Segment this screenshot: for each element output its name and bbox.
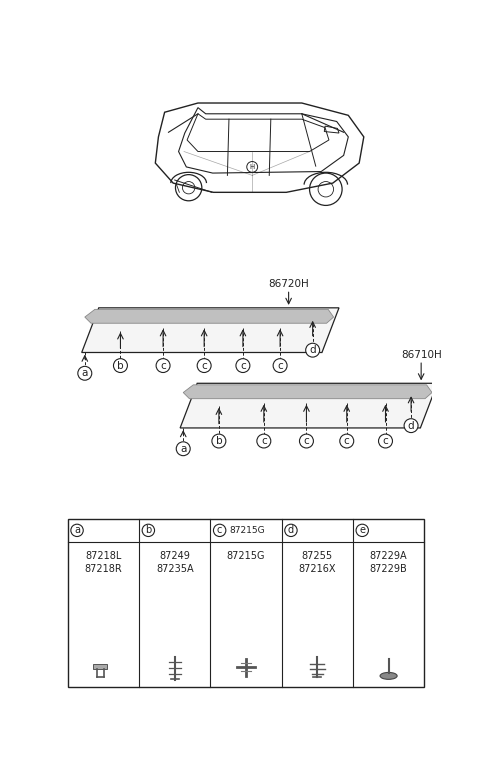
Circle shape [379, 434, 393, 448]
Circle shape [273, 359, 287, 373]
Circle shape [176, 442, 190, 456]
Polygon shape [93, 663, 107, 669]
Polygon shape [183, 385, 432, 398]
Circle shape [404, 418, 418, 432]
Text: 87215G: 87215G [227, 551, 265, 561]
Circle shape [236, 359, 250, 373]
Text: d: d [288, 525, 294, 536]
Ellipse shape [380, 673, 397, 680]
Circle shape [197, 359, 211, 373]
Text: c: c [277, 360, 283, 370]
Text: c: c [383, 436, 388, 446]
Circle shape [78, 367, 92, 381]
Text: a: a [180, 444, 186, 453]
Text: b: b [216, 436, 222, 446]
Text: c: c [201, 360, 207, 370]
Text: 86710H: 86710H [401, 350, 442, 360]
Circle shape [142, 524, 155, 536]
Text: 87215G: 87215G [229, 526, 264, 535]
Text: c: c [303, 436, 309, 446]
Polygon shape [82, 308, 339, 353]
Text: c: c [160, 360, 166, 370]
Text: 87218L
87218R: 87218L 87218R [84, 551, 122, 574]
Text: d: d [309, 345, 316, 355]
Text: a: a [82, 368, 88, 378]
Text: d: d [408, 421, 414, 431]
Text: c: c [217, 525, 222, 536]
FancyBboxPatch shape [68, 518, 424, 687]
Text: b: b [117, 360, 124, 370]
Text: b: b [145, 525, 152, 536]
Text: H: H [250, 164, 255, 170]
Text: 86720H: 86720H [268, 279, 309, 289]
Circle shape [156, 359, 170, 373]
Text: c: c [240, 360, 246, 370]
Text: c: c [261, 436, 267, 446]
Circle shape [214, 524, 226, 536]
Circle shape [300, 434, 313, 448]
Circle shape [113, 359, 127, 373]
Text: a: a [74, 525, 80, 536]
Text: c: c [344, 436, 349, 446]
Circle shape [340, 434, 354, 448]
Circle shape [212, 434, 226, 448]
Text: 87229A
87229B: 87229A 87229B [370, 551, 408, 574]
Circle shape [257, 434, 271, 448]
Text: 87249
87235A: 87249 87235A [156, 551, 193, 574]
Circle shape [285, 524, 297, 536]
Circle shape [71, 524, 83, 536]
Polygon shape [180, 384, 437, 428]
Polygon shape [85, 309, 334, 323]
Text: e: e [359, 525, 365, 536]
Circle shape [356, 524, 369, 536]
Text: 87255
87216X: 87255 87216X [299, 551, 336, 574]
Circle shape [306, 343, 320, 357]
